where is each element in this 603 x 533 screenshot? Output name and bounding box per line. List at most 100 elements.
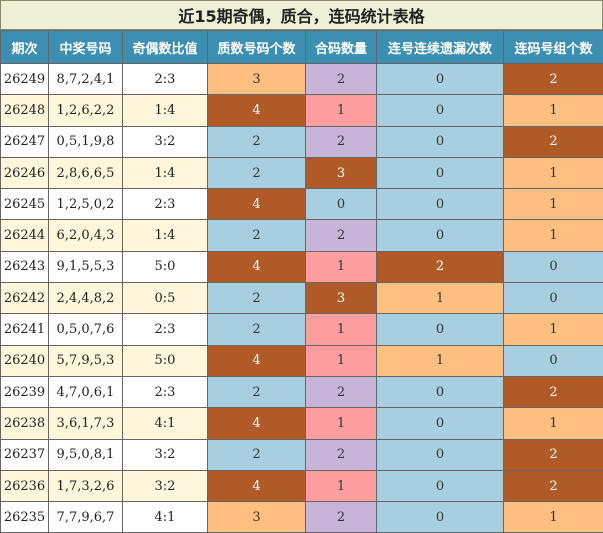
cell-consecutive-groups: 2 [504,470,603,501]
header-numbers: 中奖号码 [49,31,123,64]
cell-numbers: 7,7,9,6,7 [49,502,123,533]
cell-issue: 26244 [1,220,49,251]
header-odd-even-ratio: 奇偶数比值 [123,31,208,64]
cell-numbers: 9,1,5,5,3 [49,251,123,282]
cell-consecutive-miss: 0 [377,502,504,533]
cell-odd-even-ratio: 2:3 [123,189,208,220]
cell-issue: 26245 [1,189,49,220]
cell-odd-even-ratio: 2:3 [123,314,208,345]
cell-numbers: 8,7,2,4,1 [49,64,123,95]
cell-odd-even-ratio: 5:0 [123,251,208,282]
cell-prime-count: 2 [208,376,306,407]
cell-issue: 26247 [1,126,49,157]
cell-numbers: 6,2,0,4,3 [49,220,123,251]
cell-composite-count: 2 [306,220,377,251]
cell-composite-count: 2 [306,126,377,157]
cell-consecutive-miss: 0 [377,189,504,220]
cell-consecutive-groups: 1 [504,220,603,251]
header-row: 期次 中奖号码 奇偶数比值 质数号码个数 合码数量 连号连续遗漏次数 连码号组个… [1,31,603,64]
cell-consecutive-miss: 0 [377,314,504,345]
cell-prime-count: 2 [208,157,306,188]
cell-odd-even-ratio: 2:3 [123,64,208,95]
cell-issue: 26240 [1,345,49,376]
cell-numbers: 0,5,1,9,8 [49,126,123,157]
cell-odd-even-ratio: 0:5 [123,283,208,314]
cell-odd-even-ratio: 4:1 [123,502,208,533]
cell-consecutive-groups: 0 [504,283,603,314]
stats-table: 期次 中奖号码 奇偶数比值 质数号码个数 合码数量 连号连续遗漏次数 连码号组个… [0,30,603,533]
cell-consecutive-groups: 1 [504,408,603,439]
cell-prime-count: 4 [208,345,306,376]
cell-issue: 26242 [1,283,49,314]
cell-consecutive-miss: 1 [377,345,504,376]
cell-issue: 26249 [1,64,49,95]
header-composite-count: 合码数量 [306,31,377,64]
cell-composite-count: 1 [306,470,377,501]
cell-consecutive-miss: 0 [377,126,504,157]
cell-composite-count: 1 [306,95,377,126]
cell-composite-count: 1 [306,345,377,376]
cell-consecutive-miss: 0 [377,157,504,188]
cell-numbers: 0,5,0,7,6 [49,314,123,345]
cell-prime-count: 2 [208,126,306,157]
cell-consecutive-miss: 0 [377,408,504,439]
cell-issue: 26238 [1,408,49,439]
cell-prime-count: 2 [208,283,306,314]
cell-odd-even-ratio: 3:2 [123,470,208,501]
cell-numbers: 2,4,4,8,2 [49,283,123,314]
cell-issue: 26236 [1,470,49,501]
header-issue: 期次 [1,31,49,64]
cell-prime-count: 3 [208,64,306,95]
cell-consecutive-groups: 0 [504,251,603,282]
cell-issue: 26248 [1,95,49,126]
cell-issue: 26241 [1,314,49,345]
header-prime-count: 质数号码个数 [208,31,306,64]
cell-consecutive-groups: 0 [504,345,603,376]
cell-composite-count: 2 [306,376,377,407]
cell-issue: 26243 [1,251,49,282]
cell-consecutive-miss: 0 [377,376,504,407]
cell-composite-count: 2 [306,64,377,95]
cell-odd-even-ratio: 1:4 [123,95,208,126]
cell-consecutive-groups: 2 [504,64,603,95]
cell-odd-even-ratio: 1:4 [123,220,208,251]
cell-issue: 26237 [1,439,49,470]
cell-composite-count: 3 [306,283,377,314]
cell-prime-count: 4 [208,408,306,439]
cell-consecutive-groups: 1 [504,502,603,533]
header-consecutive-miss: 连号连续遗漏次数 [377,31,504,64]
cell-issue: 26235 [1,502,49,533]
cell-odd-even-ratio: 3:2 [123,439,208,470]
cell-odd-even-ratio: 3:2 [123,126,208,157]
cell-composite-count: 3 [306,157,377,188]
cell-consecutive-groups: 1 [504,95,603,126]
cell-consecutive-groups: 1 [504,189,603,220]
cell-numbers: 1,7,3,2,6 [49,470,123,501]
cell-prime-count: 4 [208,189,306,220]
cell-consecutive-miss: 0 [377,220,504,251]
cell-prime-count: 3 [208,502,306,533]
cell-consecutive-miss: 0 [377,64,504,95]
cell-consecutive-groups: 2 [504,376,603,407]
cell-consecutive-miss: 2 [377,251,504,282]
cell-numbers: 2,8,6,6,5 [49,157,123,188]
table-title: 近15期奇偶，质合，连码统计表格 [0,0,603,30]
cell-consecutive-miss: 0 [377,439,504,470]
cell-composite-count: 1 [306,314,377,345]
cell-odd-even-ratio: 1:4 [123,157,208,188]
cell-composite-count: 1 [306,251,377,282]
cell-composite-count: 1 [306,408,377,439]
